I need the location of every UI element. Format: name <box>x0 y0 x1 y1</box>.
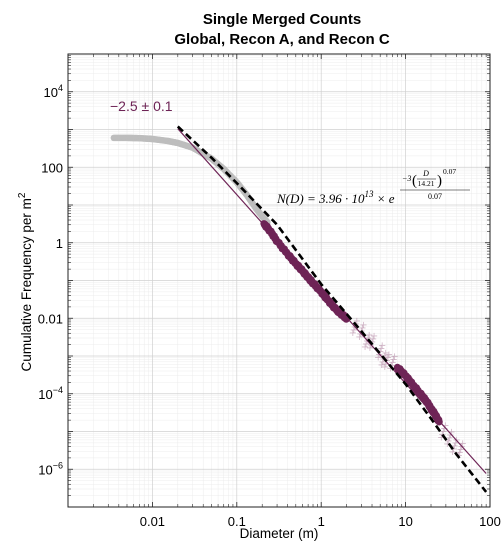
data-point: + <box>450 441 458 452</box>
data-point: + <box>381 362 389 373</box>
data-point: + <box>377 343 385 354</box>
data-point: + <box>353 316 361 327</box>
data-point: + <box>456 448 464 459</box>
data-point: + <box>378 357 386 368</box>
equation-paren-open: ( <box>412 173 417 189</box>
data-point: + <box>367 340 375 351</box>
data-point: + <box>440 424 448 435</box>
data-point: + <box>361 342 369 353</box>
y-axis-label-sup: 2 <box>17 192 28 198</box>
y-tick-labels: 104 100 1 0.01 10−4 10−6 <box>38 83 63 478</box>
data-point: + <box>370 331 378 342</box>
data-point: + <box>459 439 467 450</box>
x-tick-label: 100 <box>479 514 501 529</box>
y-axis-label: Cumulative Frequency per m2 <box>17 192 34 371</box>
data-point: + <box>356 329 364 340</box>
equation-outer-den: 0.07 <box>428 192 442 201</box>
line-layer <box>176 125 488 493</box>
data-point: + <box>349 328 357 339</box>
data-point: + <box>363 336 371 347</box>
data-point: + <box>443 439 451 450</box>
data-point: + <box>351 322 359 333</box>
data-point: + <box>445 433 453 444</box>
equation-exp-neg: −3 <box>402 174 411 183</box>
power-law-line <box>177 128 487 474</box>
x-tick-label: 0.01 <box>140 514 165 529</box>
data-point: + <box>358 323 366 334</box>
chart-subtitle: Global, Recon A, and Recon C <box>174 31 389 48</box>
data-point: + <box>449 444 457 455</box>
data-point: + <box>446 430 454 441</box>
data-point: + <box>384 353 392 364</box>
y-tick-label: 0.01 <box>38 311 63 326</box>
data-point: + <box>369 334 377 345</box>
data-point: + <box>375 349 383 360</box>
data-point: + <box>374 352 382 363</box>
data-point: + <box>382 359 390 370</box>
data-point: + <box>381 351 389 362</box>
data-point: + <box>457 445 465 456</box>
data-point: + <box>382 348 390 359</box>
data-point: + <box>388 358 396 369</box>
data-point: + <box>385 350 393 361</box>
fit-curve <box>176 125 488 493</box>
equation-frac-den: 14.21 <box>418 179 435 188</box>
equation-lhs: N(D) = 3.96 · 1013 × e <box>276 189 395 206</box>
y-tick-label: 1 <box>56 236 63 251</box>
tick-layer <box>67 54 490 508</box>
x-tick-label: 1 <box>318 514 325 529</box>
y-tick-label: 10−4 <box>38 385 63 402</box>
data-point: + <box>355 332 363 343</box>
y-axis-label-base: Cumulative Frequency per m <box>19 198 34 371</box>
data-point: + <box>439 427 447 438</box>
data-point: + <box>386 364 394 375</box>
power-law-label: −2.5 ± 0.1 <box>110 98 173 114</box>
data-point: + <box>451 438 459 449</box>
fit-equation: N(D) = 3.96 · 1013 × e −3 ( D 14.21 ) 0.… <box>276 167 470 206</box>
y-tick-label: 100 <box>41 160 63 175</box>
x-tick-label: 0.1 <box>228 514 246 529</box>
equation-frac-num: D <box>422 169 429 178</box>
x-axis-label: Diameter (m) <box>240 526 319 541</box>
data-point: + <box>365 330 373 341</box>
chart-title: Single Merged Counts <box>203 11 361 28</box>
data-point: + <box>366 343 374 354</box>
y-tick-label: 10−6 <box>38 460 63 477</box>
data-point: + <box>448 447 456 458</box>
data-point: + <box>378 340 386 351</box>
data-point: + <box>437 433 445 444</box>
data-point: + <box>364 333 372 344</box>
data-point: + <box>444 436 452 447</box>
x-tick-labels: 0.01 0.1 1 10 100 <box>140 514 501 529</box>
data-point: + <box>441 420 449 431</box>
data-point: + <box>362 339 370 350</box>
data-point: + <box>389 355 397 366</box>
data-point: + <box>359 320 367 331</box>
equation-paren-close: ) <box>437 173 442 189</box>
data-point: + <box>390 352 398 363</box>
data-point: + <box>447 427 455 438</box>
y-tick-label: 104 <box>44 83 63 100</box>
data-point: + <box>350 325 358 336</box>
equation-inner-exp: 0.07 <box>443 167 456 176</box>
x-tick-label: 10 <box>398 514 412 529</box>
data-point: + <box>377 360 385 371</box>
